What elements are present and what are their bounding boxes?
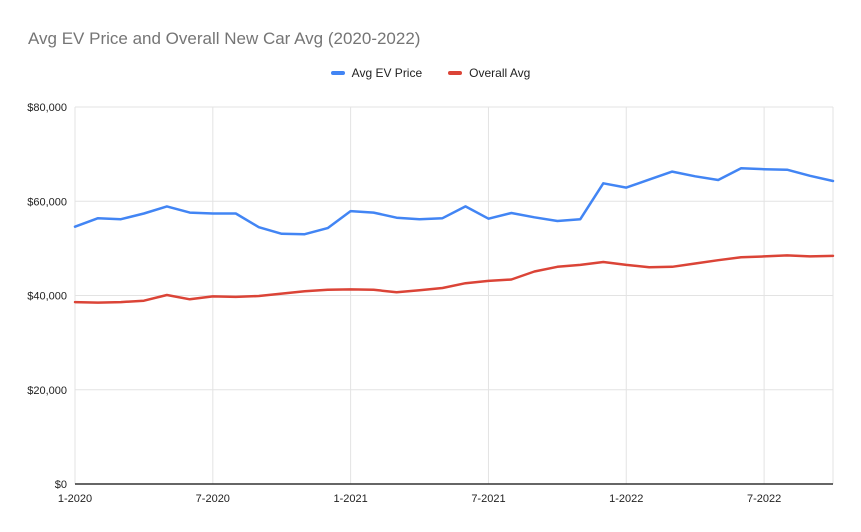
x-axis-tick-label: 1-2020 [58, 493, 92, 505]
y-axis-tick-label: $60,000 [27, 196, 67, 208]
legend-item-avg-ev-price: Avg EV Price [330, 66, 423, 80]
series-line-overall-avg [73, 254, 835, 304]
y-axis-tick-label: $80,000 [27, 102, 67, 114]
chart-title: Avg EV Price and Overall New Car Avg (20… [28, 29, 421, 48]
series-line-avg-ev-price [73, 167, 835, 236]
y-axis-tick-label: $40,000 [27, 291, 67, 303]
legend-swatch-overall-avg-icon [448, 71, 463, 75]
legend-label-overall-avg: Overall Avg [469, 66, 531, 80]
legend: Avg EV Price Overall Avg [0, 66, 861, 80]
legend-item-overall-avg: Overall Avg [448, 66, 530, 80]
x-axis-tick-label: 7-2022 [747, 493, 781, 505]
x-axis-tick-label: 1-2021 [334, 493, 368, 505]
y-axis-tick-label: $20,000 [27, 385, 67, 397]
x-axis-tick-label: 1-2022 [609, 493, 643, 505]
x-axis-tick-label: 7-2020 [196, 493, 230, 505]
legend-swatch-avg-ev-price-icon [330, 71, 345, 75]
y-axis-tick-label: $0 [55, 479, 67, 491]
legend-label-avg-ev-price: Avg EV Price [351, 66, 423, 80]
x-axis-tick-label: 7-2021 [471, 493, 505, 505]
